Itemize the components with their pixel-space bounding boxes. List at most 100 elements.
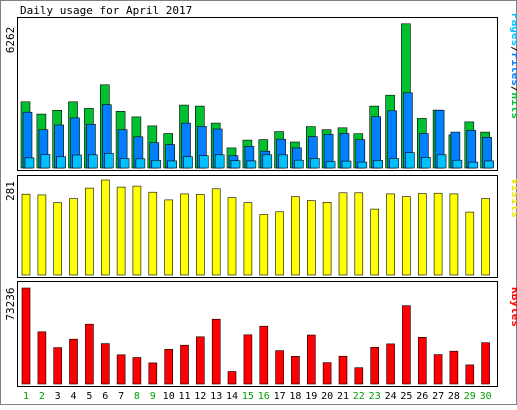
pages-bar: [452, 159, 463, 169]
kbytes-bar: [481, 342, 490, 385]
kbytes-bar: [196, 336, 205, 385]
kbytes-bar: [85, 323, 94, 385]
visits-bar: [37, 194, 47, 276]
kbytes-bar: [243, 334, 253, 385]
kbytes-bar: [21, 287, 31, 385]
day-label: 24: [385, 391, 397, 402]
visits-bar: [322, 202, 332, 276]
day-label: 30: [480, 391, 492, 402]
day-axis-labels: 1 2 3 4 5 6 7 8 9 10 11 12 13 14 15 16 17 18 19 20 21 22 23 24 2…: [23, 391, 492, 402]
kbytes-bar: [386, 343, 395, 385]
visits-bar: [275, 211, 284, 276]
day-label: 23: [369, 391, 381, 402]
visits-bar: [196, 194, 205, 276]
legend-sep-2: /: [509, 86, 517, 93]
visits-bar: [417, 193, 427, 276]
visits-bar: [148, 191, 158, 276]
pages-bar: [357, 161, 368, 169]
kbytes-bar: [37, 331, 47, 385]
kbytes-bar: [449, 350, 459, 385]
day-label: 1: [23, 391, 29, 402]
visits-bar: [354, 192, 364, 276]
kbytes-bar: [53, 347, 63, 385]
kbytes-bar: [370, 346, 380, 385]
pages-bar: [104, 153, 114, 169]
day-label: 10: [163, 391, 175, 402]
kbytes-bar: [275, 350, 284, 385]
kbytes-bar: [291, 355, 300, 385]
visits-bar: [180, 193, 189, 276]
day-label: 16: [258, 391, 270, 402]
kbytes-max-label: 73236: [4, 287, 17, 320]
visits-bar: [85, 187, 94, 276]
visits-bar: [227, 197, 237, 276]
legend-pages: Pages: [509, 13, 517, 46]
day-label: 6: [102, 391, 108, 402]
visits-bar: [370, 208, 380, 276]
kbytes-legend: KBytes: [509, 287, 517, 327]
day-label: 5: [86, 391, 92, 402]
day-label: 9: [150, 391, 156, 402]
pages-bar: [56, 156, 67, 169]
pages-bar: [405, 152, 415, 169]
visits-bar: [449, 193, 459, 276]
pages-bar: [40, 154, 51, 169]
legend-sep-1: /: [509, 46, 517, 53]
visits-bar: [21, 193, 31, 276]
kbytes-bar: [433, 354, 443, 385]
visits-bar: [132, 185, 142, 276]
day-label: 27: [432, 391, 444, 402]
visits-bar: [116, 186, 126, 276]
kbytes-bars: [21, 287, 490, 385]
visits-bars: [21, 179, 490, 276]
day-label: 15: [242, 391, 254, 402]
pages-bar: [72, 154, 82, 169]
visits-bar: [338, 192, 348, 276]
pages-bar: [468, 161, 479, 169]
pages-bar: [230, 160, 241, 169]
day-label: 12: [194, 391, 206, 402]
day-label: 13: [210, 391, 222, 402]
visits-panel-frame: [17, 175, 498, 278]
visits-bar: [386, 193, 395, 276]
kbytes-bar: [132, 357, 142, 385]
visits-bar: [243, 202, 253, 276]
day-label: 2: [39, 391, 45, 402]
day-label: 21: [337, 391, 349, 402]
visits-bar: [402, 196, 411, 276]
pages-bar: [88, 154, 98, 169]
kbytes-bar: [180, 344, 189, 385]
visits-bar: [53, 202, 63, 276]
pages-bar: [24, 157, 35, 169]
day-label: 7: [118, 391, 124, 402]
pages-bar: [389, 158, 399, 169]
day-label: 3: [55, 391, 61, 402]
visits-bar: [481, 198, 490, 276]
kbytes-bar: [338, 355, 348, 385]
visits-bar: [259, 214, 269, 276]
visits-max-label: 281: [4, 181, 17, 201]
kbytes-bar: [69, 338, 78, 385]
pages-bar: [199, 155, 209, 169]
kbytes-bar: [148, 362, 158, 385]
kbytes-bar: [417, 336, 427, 385]
day-label: 18: [289, 391, 301, 402]
day-label: 14: [226, 391, 238, 402]
day-label: 29: [464, 391, 476, 402]
pages-bar: [183, 156, 193, 169]
kbytes-bar: [101, 343, 110, 385]
visits-bar: [433, 192, 443, 276]
pages-bar: [167, 160, 177, 169]
pages-bar: [309, 158, 320, 169]
hits-files-pages-bars: [20, 23, 494, 169]
legend-hits: Hits: [509, 93, 517, 120]
day-label: 28: [448, 391, 460, 402]
pages-bar: [325, 161, 336, 169]
pages-bar: [262, 154, 273, 169]
day-label: 8: [134, 391, 140, 402]
pages-bar: [420, 157, 431, 169]
visits-bar: [164, 199, 173, 276]
kbytes-bar: [259, 325, 269, 385]
